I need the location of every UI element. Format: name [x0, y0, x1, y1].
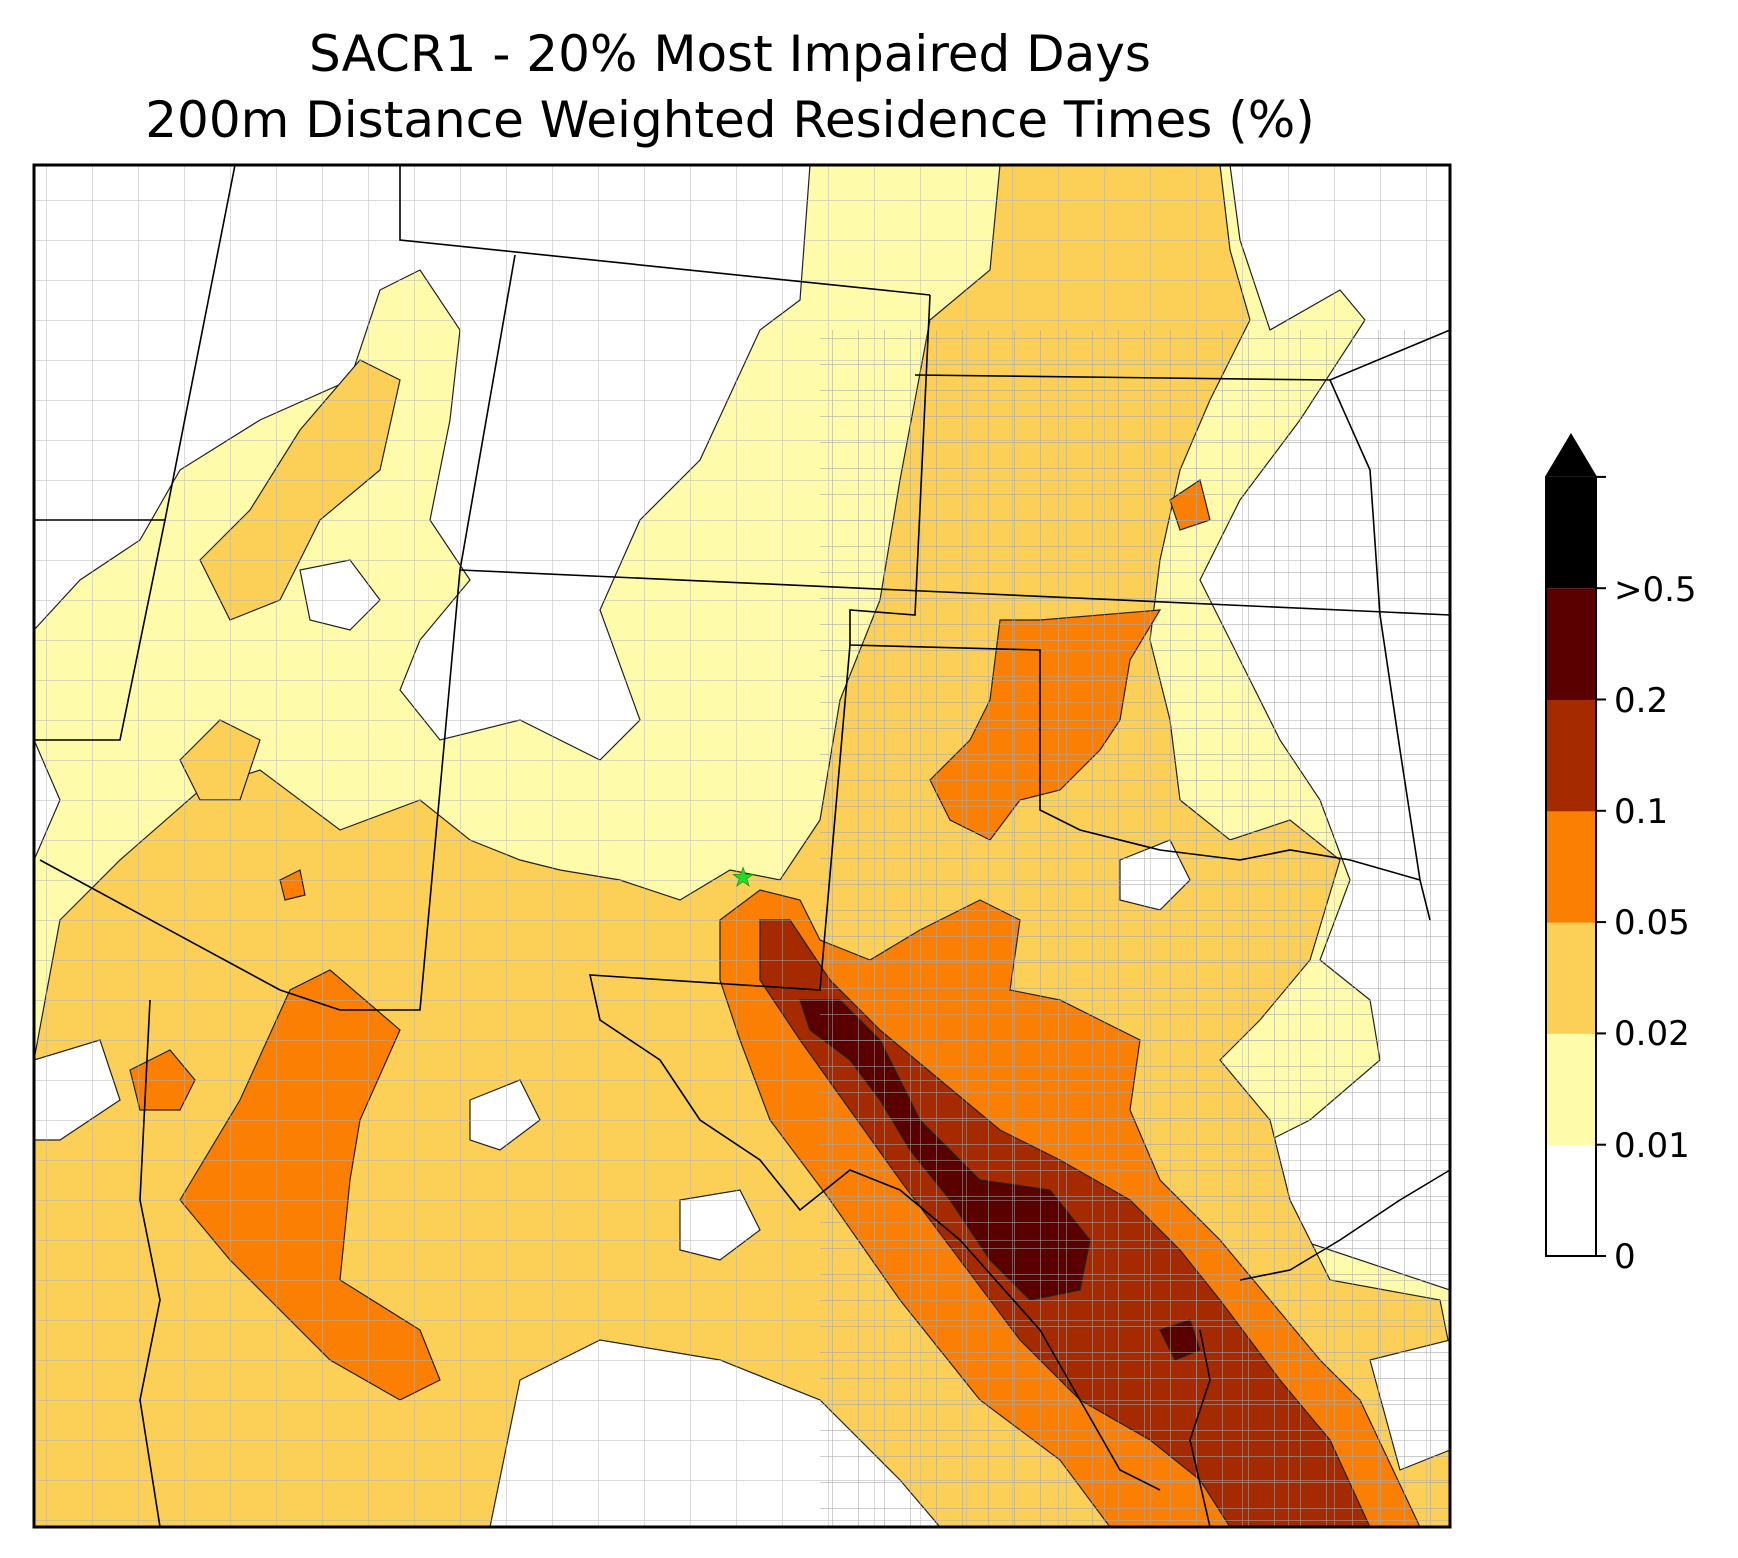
colorbar-label-max: >0.5	[1614, 570, 1697, 610]
colorbar-label-0: 0	[1614, 1237, 1636, 1277]
colorbar-segment-3	[1546, 810, 1596, 923]
map-frame	[32, 163, 1452, 1529]
colorbar-label-0.01: 0.01	[1614, 1126, 1690, 1166]
map-title-line-1: SACR1 - 20% Most Impaired Days	[309, 25, 1151, 83]
colorbar-outline	[1545, 432, 1597, 1257]
map-title-line-2: 200m Distance Weighted Residence Times (…	[145, 91, 1315, 149]
map-area: ★	[34, 165, 1450, 1527]
colorbar-segment-2	[1546, 922, 1596, 1034]
site-marker-star-icon: ★	[731, 863, 754, 893]
state-boundaries	[34, 165, 1450, 1527]
county-lines-east	[820, 330, 1450, 1527]
colorbar-segment-4	[1546, 699, 1596, 812]
colorbar-label-0.02: 0.02	[1614, 1014, 1690, 1054]
colorbar-extend-arrow	[1546, 434, 1596, 477]
colorbar-segment-max	[1546, 476, 1596, 589]
colorbar-segment-5	[1546, 588, 1596, 700]
colorbar-label-0.05: 0.05	[1614, 903, 1690, 943]
colorbar-label-0.2: 0.2	[1614, 681, 1669, 721]
colorbar-segment-1	[1546, 1033, 1596, 1146]
colorbar	[1545, 432, 1606, 1257]
colorbar-label-0.1: 0.1	[1614, 792, 1669, 832]
colorbar-segment-0	[1546, 1144, 1596, 1257]
